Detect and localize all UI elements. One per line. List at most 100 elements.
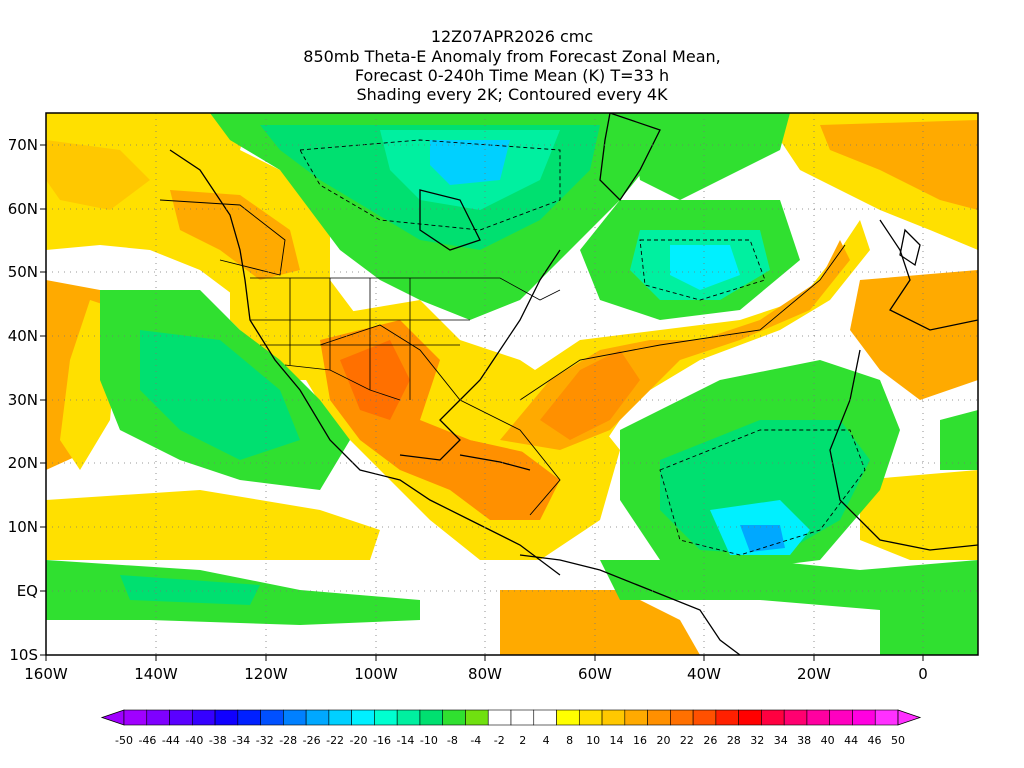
colorbar-level-label: 10 — [586, 734, 600, 747]
contour-alaska — [159, 199, 286, 276]
lon-label: 0 — [918, 665, 928, 683]
lat-label: 10N — [8, 518, 38, 536]
colorbar-level-label: -32 — [256, 734, 274, 747]
coast-greenland — [599, 113, 661, 202]
lon-label: 20W — [797, 665, 831, 683]
shade-alaska-north — [46, 140, 150, 210]
title-line-1: 12Z07APR2026 cmc — [431, 27, 593, 46]
coast-north-america-west — [169, 149, 561, 576]
coast-british-isles — [899, 228, 921, 267]
colorbar-swatch — [328, 709, 352, 726]
anomaly-shading — [46, 113, 978, 655]
lat-label: 50N — [8, 263, 38, 281]
shade-europe-south — [850, 270, 978, 400]
colorbar-swatch — [374, 709, 398, 726]
colorbar-swatch — [806, 709, 831, 726]
lat-label: 30N — [8, 391, 38, 409]
colorbar-swatch — [761, 709, 785, 726]
colorbar-level-label: 8 — [566, 734, 573, 747]
colorbar-level-label: 2 — [519, 734, 526, 747]
colorbar-level-label: -50 — [115, 734, 133, 747]
state-borders — [250, 277, 561, 401]
colorbar-swatch — [533, 709, 557, 726]
colorbar: -50 -46 -44 -40 -38 -34 -32 -28 -26 -22 -20 -16 -14-… — [100, 709, 922, 747]
colorbar-level-label: 4 — [543, 734, 550, 747]
colorbar-swatch — [305, 709, 330, 726]
colorbar-arrow-low — [100, 709, 125, 726]
us-mexico-border — [284, 364, 401, 401]
colorbar-swatch — [624, 709, 648, 726]
colorbar-level-label: 20 — [656, 734, 670, 747]
colorbar-level-label: 32 — [750, 734, 764, 747]
colorbar-arrow-high — [897, 709, 922, 726]
lon-label: 120W — [244, 665, 288, 683]
shade-natlantic-core — [670, 245, 740, 290]
colorbar-swatch — [578, 709, 603, 726]
colorbar-swatch — [260, 709, 284, 726]
colorbar-level-label: 22 — [680, 734, 694, 747]
colorbar-level-label: -38 — [209, 734, 227, 747]
contour-atlantic — [519, 244, 846, 401]
colorbar-level-label: 44 — [844, 734, 858, 747]
colorbar-swatch — [146, 709, 170, 726]
lon-label: 140W — [134, 665, 178, 683]
coast-europe — [879, 219, 978, 331]
colorbar-level-label: -16 — [373, 734, 391, 747]
colorbar-level-label: 40 — [821, 734, 835, 747]
colorbar-swatch — [692, 709, 717, 726]
colorbar-level-label: 46 — [868, 734, 882, 747]
shade-africa-yellow — [860, 470, 978, 560]
colorbar-level-label: -4 — [470, 734, 481, 747]
shade-alaska-orange — [170, 190, 300, 280]
colorbar-swatch — [715, 709, 739, 726]
colorbar-swatch — [487, 709, 512, 726]
colorbar-level-label: 50 — [891, 734, 905, 747]
lat-label: EQ — [17, 582, 38, 600]
colorbar-swatch — [874, 709, 899, 726]
lon-label: 60W — [578, 665, 612, 683]
colorbar-level-label: 16 — [633, 734, 647, 747]
colorbar-swatch — [419, 709, 444, 726]
colorbar-swatch — [510, 709, 535, 726]
colorbar-level-label: -20 — [350, 734, 368, 747]
title-line-2: 850mb Theta-E Anomaly from Forecast Zona… — [303, 47, 720, 66]
shade-southam-orange — [500, 590, 700, 655]
colorbar-level-label: 14 — [610, 734, 624, 747]
shade-africa-east-green — [940, 410, 978, 470]
lat-label: 70N — [8, 136, 38, 154]
lon-label: 80W — [468, 665, 502, 683]
colorbar-swatch — [556, 709, 580, 726]
colorbar-swatch — [465, 709, 489, 726]
coast-cuba — [459, 454, 531, 471]
shade-canada-core — [430, 140, 510, 185]
colorbar-swatch — [351, 709, 375, 726]
colorbar-swatch — [123, 709, 148, 726]
contour-north-atlantic — [639, 239, 766, 301]
colorbar-swatch — [214, 709, 239, 726]
lat-axis: 70N 60N 50N 40N 30N 20N 10N EQ 10S — [8, 136, 46, 664]
colorbar-level-label: -46 — [138, 734, 156, 747]
lat-label: 10S — [9, 646, 38, 664]
colorbar-swatch — [647, 709, 671, 726]
lat-label: 60N — [8, 200, 38, 218]
coast-north-america-east — [399, 249, 561, 461]
title-line-3: Forecast 0-240h Time Mean (K) T=33 h — [355, 66, 669, 85]
colorbar-level-label: -34 — [232, 734, 250, 747]
shade-mexico-red — [340, 340, 410, 420]
colorbar-swatch — [783, 709, 808, 726]
colorbar-swatch — [396, 709, 421, 726]
colorbar-level-label: -26 — [303, 734, 321, 747]
colorbar-swatch — [237, 709, 261, 726]
shade-epac-teal — [140, 330, 300, 460]
colorbar-level-label: -10 — [420, 734, 438, 747]
chart-title: 12Z07APR2026 cmc 850mb Theta-E Anomaly f… — [303, 27, 720, 104]
colorbar-level-label: -22 — [326, 734, 344, 747]
colorbar-level-label: 26 — [703, 734, 717, 747]
colorbar-swatch — [829, 709, 853, 726]
colorbar-level-label: -8 — [447, 734, 458, 747]
colorbar-swatch — [283, 709, 307, 726]
colorbar-level-label: -14 — [396, 734, 414, 747]
us-canada-border — [250, 277, 561, 301]
us-state-grid — [250, 278, 470, 400]
